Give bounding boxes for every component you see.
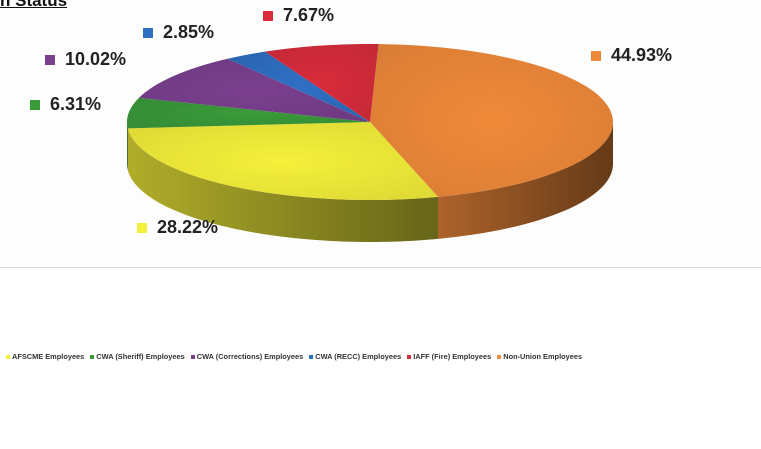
data-label-swatch [143, 27, 153, 38]
data-label-swatch [30, 99, 40, 110]
pie-side-afscme-employees [127, 128, 439, 242]
legend-swatch [497, 354, 502, 359]
legend-item-cwa-corrections-employees: CWA (Corrections) Employees [190, 352, 304, 361]
legend-item-cwa-recc-employees: CWA (RECC) Employees [309, 352, 401, 361]
page-title-fragment: n Status [0, 0, 68, 10]
data-label-text: 44.93% [611, 45, 673, 65]
legend-label: Non-Union Employees [503, 352, 583, 361]
pie-slice-cwa-sheriff-employees [127, 97, 371, 129]
legend-swatch [190, 354, 195, 359]
legend-label: IAFF (Fire) Employees [413, 352, 492, 361]
data-label-cwa-sheriff-employees: 6.31% [30, 94, 101, 115]
data-label-cwa-recc-employees: 2.85% [143, 22, 214, 43]
legend-swatch [90, 354, 95, 359]
data-label-swatch [137, 222, 147, 233]
legend-label: CWA (Sheriff) Employees [96, 352, 185, 361]
data-label-swatch [263, 10, 273, 21]
legend-swatch [309, 354, 314, 359]
pie-slice-iaff-fire-employees [264, 44, 379, 122]
legend-label: CWA (Corrections) Employees [196, 352, 304, 361]
legend: AFSCME Employees CWA (Sheriff) Employees C… [6, 352, 761, 361]
pie-slice-cwa-recc-employees [227, 51, 370, 122]
legend-label: CWA (RECC) Employees [315, 352, 402, 361]
legend-item-non-union-employees: Non-Union Employees [497, 352, 582, 361]
pie-side-cwa-sheriff-employees [127, 122, 128, 171]
pie-slice-cwa-corrections-employees [138, 58, 370, 122]
data-label-text: 10.02% [65, 49, 127, 69]
legend-swatch [407, 354, 412, 359]
legend-label: AFSCME Employees [12, 352, 85, 361]
data-label-text: 2.85% [163, 22, 215, 42]
data-label-swatch [591, 50, 601, 61]
data-label-iaff-fire-employees: 7.67% [263, 5, 334, 26]
chart-area: n Status 28.22% 6.31% 10.02% 2.85% 7.67% 44.9… [0, 0, 673, 242]
pie-chart [127, 44, 613, 242]
data-label-swatch [45, 54, 55, 65]
legend-item-cwa-sheriff-employees: CWA (Sheriff) Employees [90, 352, 185, 361]
data-label-cwa-corrections-employees: 10.02% [45, 49, 126, 70]
data-label-text: 6.31% [50, 94, 102, 114]
pie-slice-afscme-employees [127, 122, 439, 200]
legend-item-afscme-employees: AFSCME Employees [6, 352, 84, 361]
data-label-non-union-employees: 44.93% [591, 45, 672, 66]
legend-swatch [6, 354, 10, 359]
data-label-text: 7.67% [283, 5, 335, 25]
pie-slice-non-union-employees [370, 44, 613, 197]
data-label-text: 28.22% [157, 217, 219, 237]
data-label-afscme-employees: 28.22% [137, 217, 218, 238]
pie-side-non-union-employees [438, 122, 613, 239]
divider [0, 267, 761, 268]
legend-item-iaff-fire-employees: IAFF (Fire) Employees [407, 352, 491, 361]
